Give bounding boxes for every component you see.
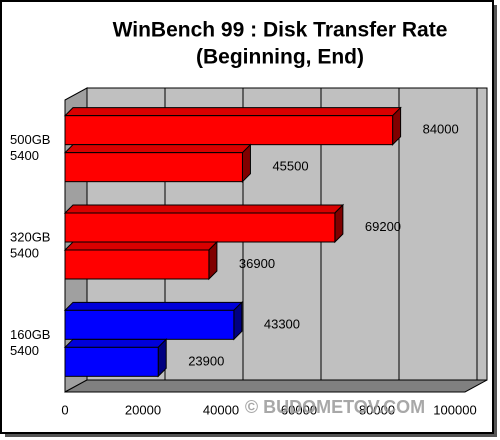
value-label: 23900 <box>188 353 224 368</box>
value-label: 84000 <box>423 122 459 137</box>
y-tick-label: 5400 <box>10 245 39 260</box>
value-label: 36900 <box>239 256 275 271</box>
value-label: 69200 <box>365 219 401 234</box>
value-label: 43300 <box>264 316 300 331</box>
bar <box>64 346 159 377</box>
chart-subtitle: (Beginning, End) <box>196 46 364 69</box>
bar-top <box>63 301 244 311</box>
y-tick-label: 160GB <box>10 327 50 342</box>
y-tick-label: 5400 <box>10 148 39 163</box>
bar <box>64 249 210 280</box>
bar <box>64 115 394 146</box>
y-tick-label: 5400 <box>10 343 39 358</box>
x-tick-label: 80000 <box>359 402 395 417</box>
bar <box>64 152 243 183</box>
bar-top <box>63 241 219 251</box>
x-tick-label: 0 <box>61 402 68 417</box>
bar-top <box>63 204 345 214</box>
value-label: 45500 <box>272 159 308 174</box>
x-tick-label: 100000 <box>433 402 476 417</box>
x-tick-label: 60000 <box>281 402 317 417</box>
x-tick-label: 40000 <box>203 402 239 417</box>
y-tick-label: 500GB <box>10 132 50 147</box>
bar-top <box>63 144 252 154</box>
bar-top <box>63 107 402 117</box>
bar <box>64 212 336 243</box>
floor <box>64 379 488 393</box>
chart-title: WinBench 99 : Disk Transfer Rate <box>113 19 448 42</box>
x-tick-label: 20000 <box>125 402 161 417</box>
watermark: © BUDOMETOV.COM <box>245 397 425 417</box>
bar-top <box>63 338 168 348</box>
bar <box>64 309 235 340</box>
y-tick-label: 320GB <box>10 229 50 244</box>
